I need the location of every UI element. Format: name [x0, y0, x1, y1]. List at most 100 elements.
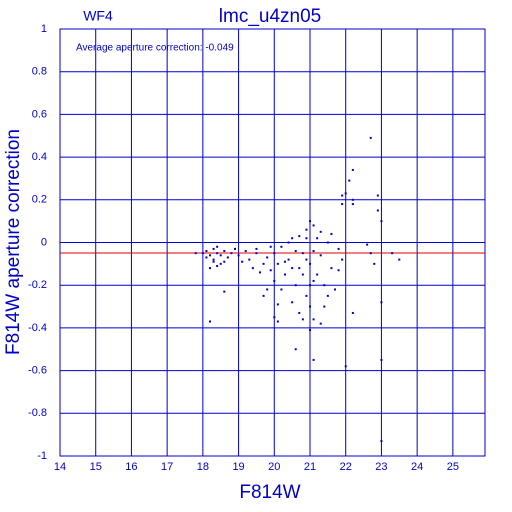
point [380, 220, 383, 223]
point [212, 258, 215, 261]
y-tick-label: 0.6 [32, 108, 47, 120]
y-tick-label: -1 [37, 450, 47, 462]
point [294, 284, 297, 287]
point [284, 260, 286, 263]
point [276, 320, 279, 323]
point [266, 256, 269, 259]
point [341, 258, 344, 261]
point [312, 224, 315, 227]
point [319, 254, 322, 257]
point [334, 288, 336, 291]
point [255, 252, 258, 255]
point [262, 262, 265, 265]
point [219, 262, 222, 265]
point [298, 235, 301, 238]
y-tick-label: 0.4 [32, 151, 47, 163]
point [312, 279, 315, 282]
point [216, 264, 219, 267]
point [262, 294, 265, 297]
point [369, 136, 372, 139]
point [309, 284, 311, 287]
point [341, 203, 344, 206]
x-tick-label: 20 [268, 461, 280, 473]
point [351, 203, 354, 206]
point [234, 247, 236, 250]
point [380, 440, 383, 443]
x-tick-label: 17 [161, 461, 173, 473]
point [309, 220, 311, 223]
point [273, 252, 276, 255]
point [248, 258, 251, 261]
y-tick-label: 1 [41, 23, 47, 35]
chart-title: lmc_u4zn05 [219, 6, 321, 27]
point [276, 303, 279, 306]
point [251, 267, 254, 270]
point [305, 294, 308, 297]
point [305, 228, 308, 231]
point [312, 250, 315, 253]
point [341, 194, 344, 197]
x-tick-label: 22 [340, 461, 352, 473]
point [280, 288, 283, 291]
point [323, 284, 326, 287]
x-tick-label: 16 [125, 461, 137, 473]
point [380, 358, 383, 361]
point [298, 311, 301, 314]
point [316, 237, 319, 240]
point [319, 322, 322, 325]
point [212, 260, 215, 263]
point [201, 252, 204, 255]
y-tick-label: 0.2 [32, 194, 47, 206]
point [326, 241, 329, 244]
point [241, 260, 244, 263]
point [287, 241, 290, 244]
point [223, 290, 226, 293]
point [301, 318, 304, 321]
point [244, 250, 247, 253]
point [216, 245, 219, 248]
y-tick-label: 0.8 [32, 66, 47, 78]
point [291, 237, 294, 240]
point [330, 267, 333, 270]
y-axis-title: F814W aperture correction [3, 129, 24, 355]
point [316, 273, 319, 276]
point [269, 245, 272, 248]
point [209, 267, 211, 270]
point [291, 301, 294, 304]
point [391, 252, 394, 255]
plot-frame [59, 28, 486, 457]
point [380, 301, 383, 304]
point [376, 194, 379, 197]
point [312, 318, 315, 321]
point [294, 348, 297, 351]
point [351, 168, 354, 171]
point [351, 198, 354, 201]
point [273, 279, 276, 282]
point [194, 252, 197, 255]
x-tick-label: 25 [447, 461, 459, 473]
point [373, 262, 376, 265]
point [301, 273, 304, 276]
point [294, 250, 297, 253]
point [366, 243, 369, 246]
point [301, 252, 304, 255]
point [330, 232, 333, 235]
point [230, 252, 233, 255]
chart-subtitle: WF4 [83, 8, 113, 24]
point [344, 365, 347, 368]
point [323, 305, 326, 308]
point [216, 252, 219, 255]
x-tick-label: 19 [232, 461, 244, 473]
point [273, 316, 276, 319]
point [312, 358, 315, 361]
point [205, 256, 208, 259]
point [326, 294, 329, 297]
y-tick-label: -0.4 [28, 322, 47, 334]
point [344, 192, 347, 195]
point [398, 258, 401, 261]
point [337, 247, 340, 250]
point [223, 250, 226, 253]
